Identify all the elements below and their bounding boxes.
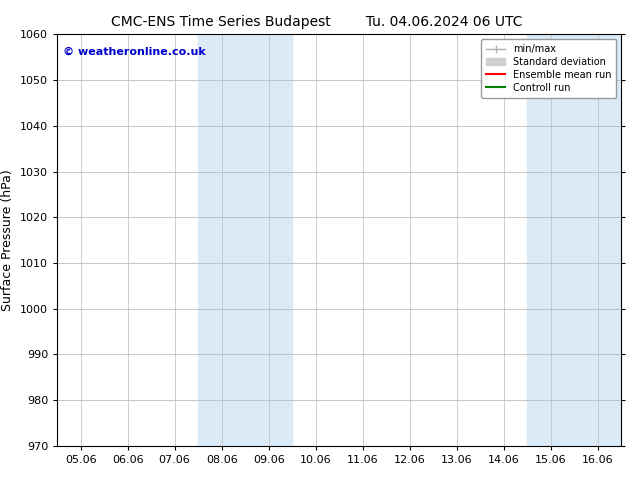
Text: © weatheronline.co.uk: © weatheronline.co.uk — [63, 47, 205, 57]
Legend: min/max, Standard deviation, Ensemble mean run, Controll run: min/max, Standard deviation, Ensemble me… — [481, 39, 616, 98]
Bar — [527, 34, 621, 446]
Y-axis label: Surface Pressure (hPa): Surface Pressure (hPa) — [1, 169, 15, 311]
Text: CMC-ENS Time Series Budapest        Tu. 04.06.2024 06 UTC: CMC-ENS Time Series Budapest Tu. 04.06.2… — [111, 15, 523, 29]
Bar — [198, 34, 292, 446]
